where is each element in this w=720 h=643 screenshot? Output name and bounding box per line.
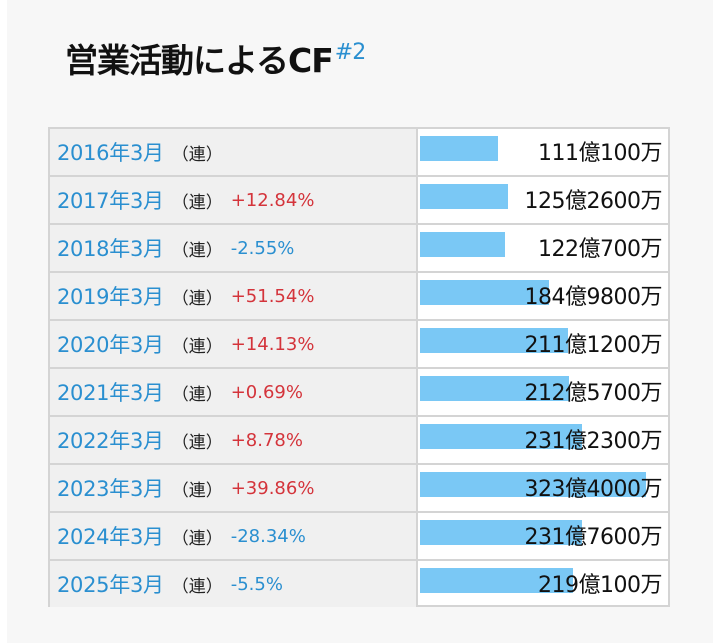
fiscal-period-link[interactable]: 2018年3月: [57, 237, 164, 261]
consolidated-label: （連）: [171, 192, 223, 213]
fiscal-period-link[interactable]: 2020年3月: [57, 333, 164, 357]
consolidated-label: （連）: [171, 144, 223, 165]
consolidated-label: （連）: [171, 432, 223, 453]
period-cell: 2023年3月 （連） +39.86%: [50, 465, 418, 511]
table-row: 2020年3月 （連） +14.13% 211億1200万: [50, 321, 668, 369]
consolidated-label: （連）: [171, 240, 223, 261]
yoy-change: -2.55%: [230, 237, 295, 259]
consolidated-label: （連）: [171, 336, 223, 357]
amount-value: 323億4000万: [524, 477, 663, 502]
yoy-change: +14.13%: [230, 333, 315, 355]
value-bar: [420, 280, 549, 305]
fiscal-period-link[interactable]: 2023年3月: [57, 477, 164, 501]
period-cell: 2016年3月 （連）: [50, 129, 418, 175]
table-row: 2019年3月 （連） +51.54% 184億9800万: [50, 273, 668, 321]
yoy-change: +39.86%: [230, 477, 315, 499]
cf-table: 2016年3月 （連） 111億100万 2017年3月 （連） +12.84% 125億2…: [48, 127, 670, 607]
consolidated-label: （連）: [171, 480, 223, 501]
yoy-change: +8.78%: [230, 429, 303, 451]
table-row: 2017年3月 （連） +12.84% 125億2600万: [50, 177, 668, 225]
fiscal-period-link[interactable]: 2019年3月: [57, 285, 164, 309]
value-bar: [420, 520, 582, 545]
section-title: 営業活動によるCF#2: [65, 36, 366, 86]
table-row: 2025年3月 （連） -5.5% 219億100万: [50, 561, 668, 607]
value-bar: [420, 184, 508, 209]
amount-value: 122億700万: [538, 237, 662, 262]
amount-value: 231億7600万: [524, 525, 663, 550]
value-bar: [420, 232, 505, 257]
fiscal-period-link[interactable]: 2017年3月: [57, 189, 164, 213]
amount-value: 212億5700万: [524, 381, 663, 406]
period-cell: 2025年3月 （連） -5.5%: [50, 561, 418, 607]
value-bar: [420, 472, 646, 497]
value-bar: [420, 376, 569, 401]
amount-cell: 184億9800万: [418, 273, 668, 319]
amount-value: 219億100万: [538, 573, 662, 598]
table-row: 2024年3月 （連） -28.34% 231億7600万: [50, 513, 668, 561]
table-row: 2023年3月 （連） +39.86% 323億4000万: [50, 465, 668, 513]
table-row: 2016年3月 （連） 111億100万: [50, 129, 668, 177]
period-cell: 2018年3月 （連） -2.55%: [50, 225, 418, 271]
consolidated-label: （連）: [171, 384, 223, 405]
amount-cell: 219億100万: [418, 561, 668, 607]
period-cell: 2021年3月 （連） +0.69%: [50, 369, 418, 415]
fiscal-period-link[interactable]: 2025年3月: [57, 573, 164, 597]
consolidated-label: （連）: [171, 576, 223, 597]
value-bar: [420, 424, 582, 449]
table-row: 2022年3月 （連） +8.78% 231億2300万: [50, 417, 668, 465]
amount-cell: 125億2600万: [418, 177, 668, 223]
yoy-change: +12.84%: [230, 189, 315, 211]
value-bar: [420, 568, 573, 593]
amount-cell: 111億100万: [418, 129, 668, 175]
period-cell: 2024年3月 （連） -28.34%: [50, 513, 418, 559]
amount-value: 125億2600万: [524, 189, 663, 214]
amount-value: 211億1200万: [524, 333, 663, 358]
amount-value: 184億9800万: [524, 285, 663, 310]
amount-value: 231億2300万: [524, 429, 663, 454]
amount-cell: 323億4000万: [418, 465, 668, 511]
amount-cell: 212億5700万: [418, 369, 668, 415]
footnote-link[interactable]: #2: [334, 40, 366, 65]
table-row: 2021年3月 （連） +0.69% 212億5700万: [50, 369, 668, 417]
value-bar: [420, 136, 498, 161]
consolidated-label: （連）: [171, 288, 223, 309]
amount-cell: 231億2300万: [418, 417, 668, 463]
yoy-change: +0.69%: [230, 381, 303, 403]
fiscal-period-link[interactable]: 2021年3月: [57, 381, 164, 405]
consolidated-label: （連）: [171, 528, 223, 549]
fiscal-period-link[interactable]: 2016年3月: [57, 141, 164, 165]
cf-panel: 営業活動によるCF#2 2016年3月 （連） 111億100万 2017年3月 （連）…: [7, 0, 713, 643]
amount-cell: 122億700万: [418, 225, 668, 271]
period-cell: 2022年3月 （連） +8.78%: [50, 417, 418, 463]
yoy-change: +51.54%: [230, 285, 315, 307]
section-title-text: 営業活動によるCF: [65, 41, 334, 80]
amount-value: 111億100万: [538, 141, 662, 166]
amount-cell: 231億7600万: [418, 513, 668, 559]
period-cell: 2020年3月 （連） +14.13%: [50, 321, 418, 367]
fiscal-period-link[interactable]: 2024年3月: [57, 525, 164, 549]
amount-cell: 211億1200万: [418, 321, 668, 367]
yoy-change: -5.5%: [230, 573, 283, 595]
table-row: 2018年3月 （連） -2.55% 122億700万: [50, 225, 668, 273]
period-cell: 2019年3月 （連） +51.54%: [50, 273, 418, 319]
yoy-change: -28.34%: [230, 525, 306, 547]
period-cell: 2017年3月 （連） +12.84%: [50, 177, 418, 223]
fiscal-period-link[interactable]: 2022年3月: [57, 429, 164, 453]
value-bar: [420, 328, 568, 353]
